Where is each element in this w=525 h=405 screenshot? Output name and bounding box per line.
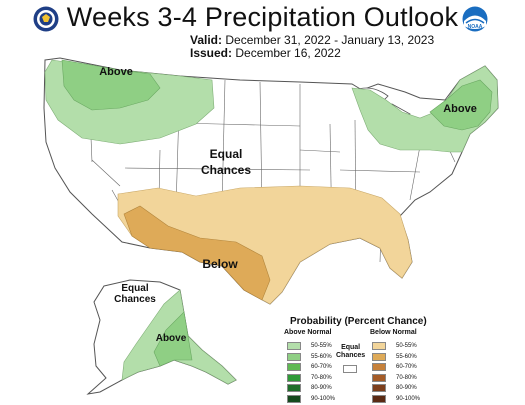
label-below: Below — [202, 257, 238, 271]
legend-below-label: 70-80% — [396, 374, 417, 381]
legend-above-label: 55-60% — [311, 353, 332, 360]
legend-below-row: 70-80% — [372, 373, 417, 383]
noaa-logo-text: NOAA — [468, 24, 483, 30]
legend-above-row: 80-90% — [287, 383, 332, 393]
label-equal-line1: Equal — [210, 147, 243, 161]
legend-below-swatch — [372, 384, 386, 392]
legend-title: Probability (Percent Chance) — [290, 316, 427, 327]
legend-above-swatch — [287, 363, 301, 371]
valid-value: December 31, 2022 - January 13, 2023 — [225, 33, 435, 47]
legend-above-row: 70-80% — [287, 373, 332, 383]
legend-below-swatch — [372, 342, 386, 350]
legend-below-header: Below Normal — [370, 329, 417, 336]
page-title: Weeks 3-4 Precipitation Outlook — [66, 2, 459, 32]
noaa-logo-icon: NOAA — [462, 6, 488, 32]
legend-above-label: 70-80% — [311, 374, 332, 381]
legend-below-row: 50-55% — [372, 341, 417, 351]
legend-below-label: 60-70% — [396, 364, 417, 370]
legend-above-swatch — [287, 342, 301, 350]
above-55-ne — [429, 79, 493, 131]
legend-equal-line2: Chances — [336, 352, 366, 359]
legend-above-label: 60-70% — [311, 364, 332, 370]
legend-below-swatch — [372, 394, 386, 403]
above-55-nw — [61, 59, 161, 111]
legend-below-label: 50-55% — [396, 343, 417, 349]
legend-below-swatch — [372, 363, 386, 371]
legend-below-swatch — [372, 373, 386, 382]
legend-equal-label: Equal Chances — [336, 344, 365, 360]
legend-above-label: 90-100% — [311, 395, 336, 402]
issued-line: Issued: December 16, 2022 — [190, 46, 341, 60]
legend-above-row: 90-100% — [287, 394, 335, 404]
label-above-nw: Above — [99, 66, 133, 78]
legend-above-swatch — [287, 373, 301, 382]
issued-label: Issued: — [190, 46, 233, 60]
legend-below-swatch — [372, 352, 386, 361]
legend-below-row: 90-100% — [372, 394, 420, 404]
legend-above-swatch — [287, 394, 301, 403]
legend-above-swatch — [287, 384, 301, 392]
issued-value: December 16, 2022 — [235, 46, 341, 60]
legend-below-row: 55-60% — [372, 352, 417, 362]
legend-above-label: 80-90% — [311, 385, 332, 391]
legend-below-row: 80-90% — [372, 383, 417, 393]
legend-above-header: Above Normal — [284, 329, 332, 336]
legend-below-label: 80-90% — [396, 385, 417, 391]
valid-line: Valid: December 31, 2022 - January 13, 2… — [190, 33, 434, 47]
below-55 — [123, 205, 271, 301]
legend-equal-swatch — [343, 365, 357, 373]
label-ak-above: Above — [156, 333, 187, 344]
legend-above-label: 50-55% — [311, 343, 332, 349]
label-equal-line2: Chances — [201, 163, 251, 177]
legend-above-row: 60-70% — [287, 362, 332, 372]
legend-above-swatch — [287, 352, 301, 361]
alaska-above-55 — [153, 311, 193, 367]
legend-equal-line1: Equal — [341, 344, 361, 351]
outlook-map: Above Above Equal Chances Below Equal Ch… — [43, 57, 499, 395]
doc-seal-icon — [33, 6, 59, 32]
legend-below-label: 90-100% — [396, 395, 421, 402]
label-ak-equal-line2: Chances — [114, 294, 156, 305]
legend-above-row: 50-55% — [287, 341, 332, 351]
label-above-ne: Above — [443, 103, 477, 115]
legend-below-row: 60-70% — [372, 362, 417, 372]
label-ak-equal-line1: Equal — [121, 283, 148, 294]
valid-label: Valid: — [190, 33, 223, 47]
legend-below-label: 55-60% — [396, 353, 417, 360]
legend-above-row: 55-60% — [287, 352, 332, 362]
